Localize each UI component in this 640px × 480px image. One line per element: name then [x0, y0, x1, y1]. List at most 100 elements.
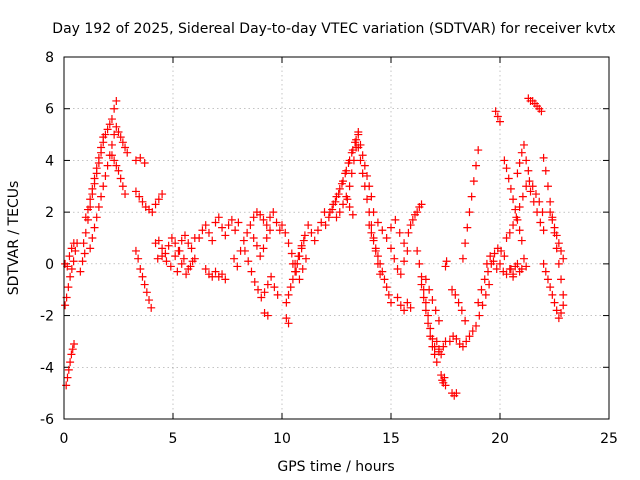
data-point: [396, 301, 405, 310]
series-s32: [369, 208, 409, 248]
data-point: [345, 182, 354, 191]
data-point: [506, 265, 515, 274]
data-point: [66, 358, 75, 367]
y-tick-label: 0: [45, 257, 54, 273]
data-point: [502, 234, 511, 242]
series-s10: [131, 246, 156, 312]
data-point: [266, 226, 275, 235]
data-point: [428, 342, 437, 351]
data-point: [502, 164, 511, 173]
data-point: [541, 267, 550, 276]
data-point: [90, 223, 99, 232]
data-point: [154, 195, 163, 204]
data-point: [88, 184, 97, 193]
data-point: [406, 221, 415, 230]
data-point: [110, 104, 119, 113]
data-point: [136, 153, 145, 162]
data-point: [474, 146, 483, 155]
data-point: [458, 342, 467, 351]
data-point: [140, 159, 149, 168]
series-s26: [325, 135, 361, 217]
data-point: [403, 246, 412, 255]
data-point: [295, 252, 304, 261]
data-point: [233, 262, 242, 271]
data-point: [184, 239, 193, 248]
data-point: [61, 301, 70, 310]
data-point: [201, 265, 210, 274]
data-point: [387, 244, 395, 253]
data-point: [147, 303, 156, 312]
data-point: [105, 120, 114, 129]
series-s5: [79, 96, 121, 248]
data-point: [284, 319, 293, 328]
data-point: [281, 228, 290, 237]
data-point: [559, 301, 568, 310]
series-s3: [61, 239, 78, 271]
y-axis-label: SDTVAR / TECUs: [6, 181, 22, 296]
data-point: [519, 254, 528, 263]
data-point: [554, 314, 563, 323]
data-point: [112, 161, 121, 170]
y-tick-label: -6: [40, 412, 54, 428]
data-point: [431, 306, 440, 315]
data-point: [432, 337, 441, 346]
data-point: [462, 337, 471, 346]
series-s35: [404, 200, 426, 237]
y-tick-label: 2: [45, 205, 54, 221]
data-point: [403, 298, 412, 307]
data-point: [363, 195, 372, 204]
series-s17: [230, 208, 284, 271]
data-point: [321, 221, 330, 230]
data-point: [546, 208, 555, 217]
data-point: [112, 96, 121, 105]
data-point: [380, 275, 389, 284]
data-point: [201, 221, 210, 230]
data-point: [548, 290, 557, 299]
series-s42: [445, 280, 494, 351]
data-point: [485, 280, 494, 289]
data-point: [69, 257, 78, 266]
data-point: [432, 358, 441, 367]
data-point: [335, 208, 344, 217]
data-point: [358, 169, 367, 178]
data-point: [121, 190, 130, 199]
data-point: [177, 236, 186, 245]
data-point: [557, 246, 566, 255]
data-point: [463, 223, 472, 232]
data-point: [287, 249, 296, 258]
data-point: [90, 174, 99, 183]
data-point: [550, 223, 559, 232]
data-point: [526, 187, 535, 196]
data-point: [221, 275, 230, 284]
data-point: [541, 166, 550, 175]
data-point: [517, 236, 526, 245]
data-point: [94, 202, 103, 211]
data-point: [259, 215, 268, 224]
data-point: [500, 156, 509, 165]
series-s38: [421, 275, 443, 325]
series-s28: [343, 130, 363, 204]
data-point: [256, 252, 265, 261]
data-point: [515, 202, 524, 211]
data-point: [257, 293, 266, 302]
data-point: [557, 308, 566, 317]
data-point: [278, 221, 286, 230]
data-point: [465, 332, 474, 341]
series-s56: [546, 208, 568, 263]
data-point: [224, 221, 233, 230]
data-point: [86, 244, 95, 253]
data-point: [391, 215, 400, 224]
data-point: [396, 270, 405, 279]
data-point: [292, 267, 301, 276]
data-point: [518, 192, 527, 201]
data-point: [451, 290, 460, 299]
x-tick-label: 20: [491, 431, 509, 447]
data-point: [511, 205, 520, 214]
data-point: [79, 239, 88, 248]
data-point: [360, 161, 369, 170]
data-point: [324, 213, 333, 222]
series-s44: [458, 146, 483, 263]
data-point: [496, 117, 504, 126]
data-point: [365, 221, 374, 230]
